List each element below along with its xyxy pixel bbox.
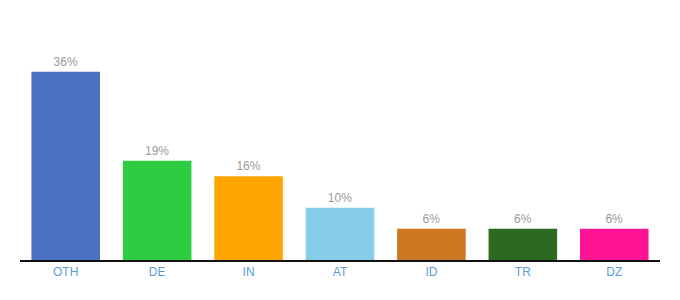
svg-text:19%: 19% [145, 144, 169, 158]
svg-text:6%: 6% [423, 212, 441, 226]
svg-text:36%: 36% [54, 55, 78, 69]
svg-text:6%: 6% [605, 212, 623, 226]
svg-text:16%: 16% [236, 159, 260, 173]
svg-text:ID: ID [425, 265, 437, 279]
svg-text:AT: AT [333, 265, 348, 279]
svg-text:OTH: OTH [53, 265, 78, 279]
svg-text:DZ: DZ [606, 265, 622, 279]
svg-text:IN: IN [243, 265, 255, 279]
svg-text:6%: 6% [514, 212, 532, 226]
svg-text:10%: 10% [328, 191, 352, 205]
svg-text:DE: DE [149, 265, 166, 279]
svg-text:TR: TR [515, 265, 531, 279]
